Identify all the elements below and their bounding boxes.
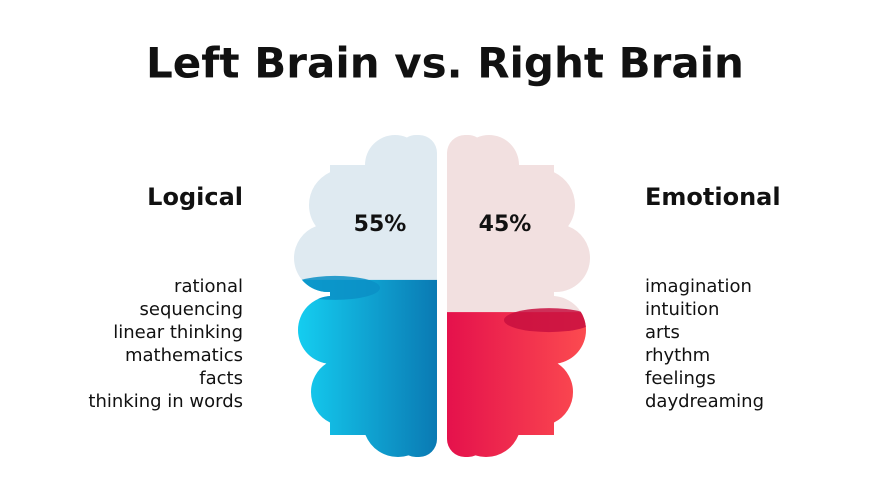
trait: feelings [645,368,716,389]
fill-wave [294,275,380,300]
trait: facts [199,368,243,389]
right-percent: 45% [479,212,532,237]
right-heading: Emotional [645,183,781,211]
trait: linear thinking [113,322,243,343]
trait: thinking in words [88,391,243,412]
trait: rational [174,276,243,297]
fill-group [294,275,437,457]
left-percent: 55% [354,212,407,237]
fill-level [447,312,590,457]
fill-group [447,308,590,457]
trait: arts [645,322,680,343]
trait: intuition [645,299,719,320]
title: Left Brain vs. Right Brain [146,39,744,88]
trait: sequencing [140,299,244,320]
left-heading: Logical [147,183,243,211]
trait: rhythm [645,345,710,366]
trait: imagination [645,276,752,297]
trait: daydreaming [645,391,764,412]
trait: mathematics [125,345,243,366]
brain [294,135,590,457]
fill-level [294,279,437,457]
fill-wave [504,308,590,333]
